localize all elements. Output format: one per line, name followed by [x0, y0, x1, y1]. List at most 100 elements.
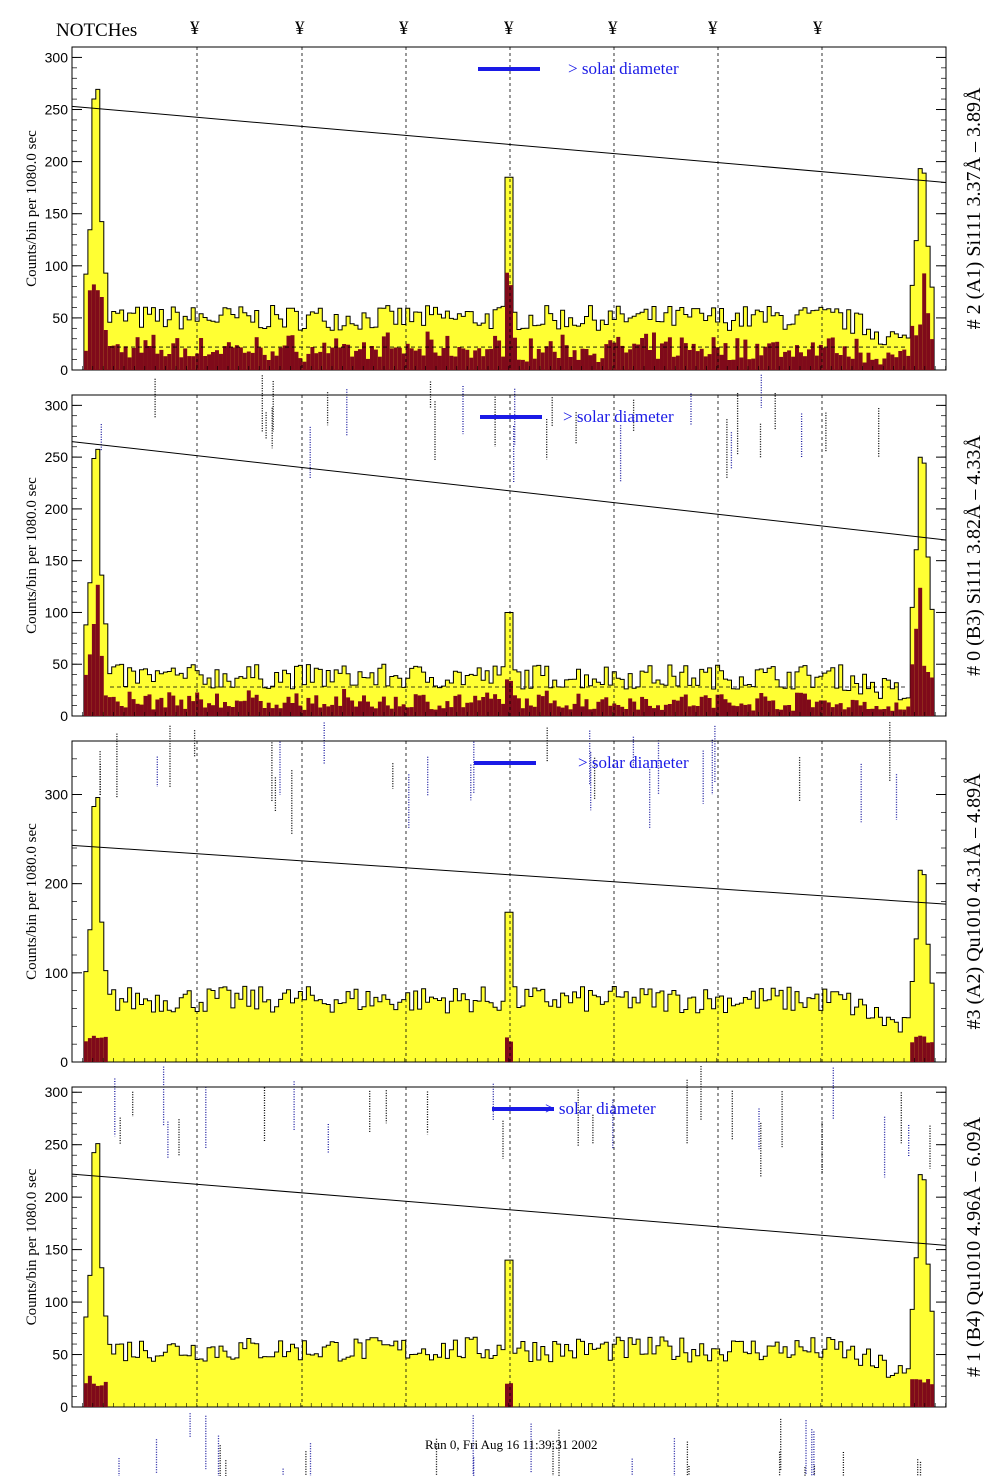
inner-bar	[719, 694, 724, 716]
inner-bar	[910, 664, 915, 716]
inner-bar	[91, 1035, 96, 1062]
notches-label: NOTCHes	[56, 20, 138, 41]
notch-marker: ¥	[813, 18, 823, 39]
y-tick-label: 200	[45, 876, 69, 892]
inner-bar	[886, 706, 891, 716]
inner-bar	[226, 342, 231, 370]
inner-bar	[215, 350, 219, 370]
inner-bar	[501, 703, 506, 716]
inner-bar	[834, 704, 839, 716]
inner-bar	[179, 699, 184, 716]
inner-bar	[683, 694, 688, 716]
inner-bar	[822, 347, 827, 370]
inner-bar	[286, 335, 291, 370]
inner-bar	[207, 703, 212, 716]
inner-bar	[918, 324, 923, 370]
inner-bar	[493, 694, 498, 716]
inner-bar	[695, 706, 700, 716]
inner-bar	[211, 705, 215, 716]
inner-bar	[385, 705, 390, 716]
inner-bar	[930, 339, 935, 370]
inner-bar	[767, 700, 772, 716]
inner-bar	[779, 709, 784, 716]
y-tick-label: 300	[45, 49, 69, 65]
inner-bar	[652, 332, 656, 370]
inner-bar	[393, 696, 398, 716]
inner-bar	[548, 341, 553, 370]
inner-bar	[886, 352, 891, 370]
inner-bar	[215, 693, 219, 716]
inner-bar	[103, 1381, 108, 1407]
inner-bar	[528, 705, 533, 716]
inner-bar	[576, 693, 581, 716]
inner-bar	[624, 709, 629, 716]
inner-bar	[644, 699, 649, 716]
inner-bar	[95, 584, 100, 716]
inner-bar	[644, 333, 649, 370]
inner-bar	[318, 707, 323, 716]
inner-bar	[930, 1042, 935, 1062]
y-tick-label: 50	[52, 1347, 68, 1363]
inner-bar	[350, 356, 355, 370]
inner-bar	[151, 709, 156, 716]
panel-title: #3 (A2) Qu1010 4.31Å – 4.89Å	[963, 773, 985, 1030]
inner-bar	[759, 693, 764, 716]
inner-bar	[771, 700, 776, 716]
inner-bar	[195, 692, 200, 716]
y-tick-label: 200	[45, 154, 69, 170]
inner-bar	[362, 342, 366, 370]
inner-bar	[358, 349, 362, 370]
inner-bar	[846, 356, 851, 370]
y-axis-label: Counts/bin per 1080.0 sec	[24, 1168, 40, 1325]
inner-bar	[95, 1037, 100, 1062]
inner-bar	[890, 354, 895, 370]
inner-bar	[401, 704, 406, 716]
inner-bar	[751, 358, 756, 370]
inner-bar	[600, 358, 605, 370]
inner-bar	[298, 705, 303, 716]
inner-bar	[922, 1382, 927, 1407]
legend-label: > solar diameter	[568, 59, 679, 78]
notch-marker: ¥	[190, 18, 200, 39]
inner-bar	[604, 697, 609, 716]
inner-bar	[429, 709, 434, 716]
inner-bar	[83, 674, 88, 716]
inner-bar	[330, 704, 335, 716]
inner-bar	[755, 343, 760, 370]
inner-bar	[902, 349, 907, 370]
inner-bar	[417, 348, 422, 370]
inner-bar	[656, 705, 660, 716]
inner-bar	[648, 350, 652, 370]
inner-bar	[632, 343, 637, 370]
inner-bar	[874, 706, 879, 716]
inner-bar	[493, 335, 498, 370]
inner-bar	[660, 709, 664, 716]
inner-bar	[719, 354, 724, 370]
inner-bar	[703, 356, 708, 370]
inner-bar	[393, 347, 398, 370]
inner-bar	[878, 364, 883, 370]
inner-bar	[894, 702, 899, 716]
inner-bar	[437, 705, 442, 716]
inner-bar	[346, 344, 351, 370]
inner-bar	[167, 354, 172, 370]
inner-bar	[270, 351, 275, 370]
inner-bar	[910, 1379, 915, 1407]
inner-bar	[405, 707, 410, 716]
inner-bar	[270, 708, 275, 716]
inner-bar	[226, 706, 231, 716]
inner-bar	[596, 701, 601, 716]
y-tick-label: 0	[60, 708, 68, 724]
inner-bar	[703, 695, 708, 716]
inner-bar	[338, 347, 343, 370]
inner-bar	[373, 349, 378, 370]
inner-bar	[191, 356, 196, 370]
inner-bar	[906, 355, 911, 370]
inner-bar	[254, 694, 259, 716]
inner-bar	[882, 709, 887, 716]
inner-bar	[727, 702, 732, 716]
inner-bar	[366, 701, 370, 716]
inner-bar	[663, 704, 668, 716]
y-tick-label: 50	[52, 656, 68, 672]
